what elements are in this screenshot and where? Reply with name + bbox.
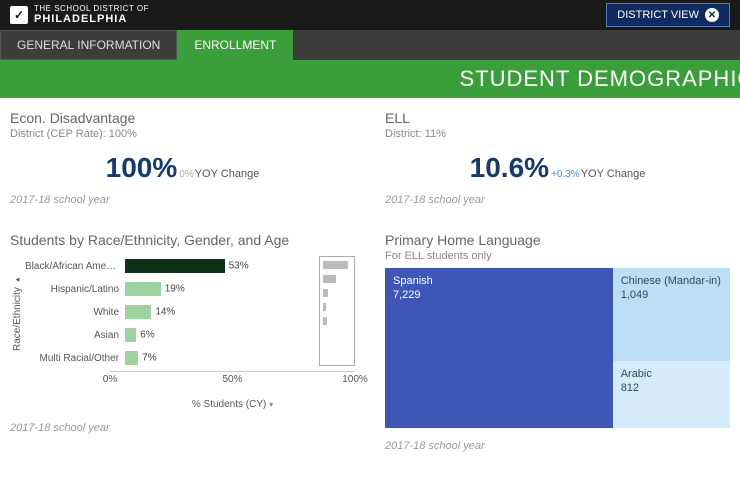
bar-label: Asian — [25, 330, 125, 341]
logo-icon: ✓ — [10, 6, 28, 24]
ell-value: 10.6% — [470, 152, 549, 184]
race-chart-section: Students by Race/Ethnicity, Gender, and … — [10, 232, 355, 434]
race-chart-bars: Black/African Ameri...53%Hispanic/Latino… — [25, 256, 313, 371]
bar-track: 19% — [125, 282, 313, 296]
bar-track: 7% — [125, 351, 313, 365]
ell-title: ELL — [385, 110, 730, 126]
xaxis-tick: 100% — [342, 374, 368, 385]
bar-track: 53% — [125, 259, 313, 273]
ell-year: 2017-18 school year — [385, 194, 730, 206]
race-chart-year: 2017-18 school year — [10, 422, 355, 434]
bar-label: Hispanic/Latino — [25, 284, 125, 295]
xaxis-tick: 50% — [222, 374, 242, 385]
treemap-spanish-label: Spanish — [393, 274, 605, 288]
race-chart-xaxis: 0%50%100% — [110, 371, 355, 385]
bar-value: 7% — [142, 353, 156, 364]
spark-bar — [323, 289, 328, 297]
logo-top-line: THE SCHOOL DISTRICT OF — [34, 5, 149, 14]
logo-main-line: PHILADELPHIA — [34, 13, 149, 25]
bar-row[interactable]: Asian6% — [25, 325, 313, 345]
ell-section: ELL District: 11% 10.6% +0.3% YOY Change… — [385, 110, 730, 206]
right-column: ELL District: 11% 10.6% +0.3% YOY Change… — [385, 110, 730, 452]
treemap-cell-spanish[interactable]: Spanish 7,229 — [385, 268, 613, 428]
bar-row[interactable]: Black/African Ameri...53% — [25, 256, 313, 276]
lang-chart-year: 2017-18 school year — [385, 440, 730, 452]
left-column: Econ. Disadvantage District (CEP Rate): … — [10, 110, 355, 452]
bar-value: 6% — [140, 330, 154, 341]
ell-value-row: 10.6% +0.3% YOY Change — [385, 152, 730, 184]
treemap-arabic-value: 812 — [621, 381, 722, 395]
bar-fill: 53% — [125, 259, 225, 273]
banner-title: STUDENT DEMOGRAPHICS — [459, 66, 740, 92]
lang-treemap[interactable]: Spanish 7,229 Chinese (Mandar-in) 1,049 … — [385, 268, 730, 428]
spark-bar — [323, 275, 336, 283]
lang-chart-section: Primary Home Language For ELL students o… — [385, 232, 730, 452]
top-bar: ✓ THE SCHOOL DISTRICT OF PHILADELPHIA DI… — [0, 0, 740, 30]
bar-row[interactable]: Hispanic/Latino19% — [25, 279, 313, 299]
bar-fill: 19% — [125, 282, 161, 296]
econ-sub: District (CEP Rate): 100% — [10, 128, 355, 140]
econ-section: Econ. Disadvantage District (CEP Rate): … — [10, 110, 355, 206]
bar-value: 53% — [229, 261, 249, 272]
bar-fill: 6% — [125, 328, 136, 342]
bar-fill: 14% — [125, 305, 151, 319]
spark-bar — [323, 317, 327, 325]
race-chart: Race/Ethnicity ▸ Black/African Ameri...5… — [10, 256, 355, 371]
bar-label: Multi Racial/Other — [25, 353, 125, 364]
spark-bar — [323, 303, 326, 311]
econ-value: 100% — [106, 152, 178, 184]
page-banner: STUDENT DEMOGRAPHICS — [0, 60, 740, 98]
bar-value: 19% — [165, 284, 185, 295]
bar-row[interactable]: Multi Racial/Other7% — [25, 348, 313, 368]
bar-fill: 7% — [125, 351, 138, 365]
tab-bar: GENERAL INFORMATION ENROLLMENT — [0, 30, 740, 60]
econ-delta: 0% — [179, 169, 193, 180]
tab-enrollment[interactable]: ENROLLMENT — [177, 30, 293, 60]
bar-label: Black/African Ameri... — [25, 261, 125, 272]
district-view-button[interactable]: DISTRICT VIEW ✕ — [606, 3, 730, 27]
ell-delta: +0.3% — [551, 169, 580, 180]
chevron-down-icon: ▾ — [269, 400, 273, 409]
treemap-chinese-label: Chinese (Mandar-in) — [621, 274, 722, 288]
bar-value: 14% — [155, 307, 175, 318]
treemap-spanish-value: 7,229 — [393, 288, 605, 302]
race-chart-xlabel[interactable]: % Students (CY) ▾ — [110, 399, 355, 410]
xaxis-tick: 0% — [103, 374, 117, 385]
econ-title: Econ. Disadvantage — [10, 110, 355, 126]
chevron-right-icon: ▸ — [13, 276, 22, 285]
econ-yoy-label: YOY Change — [195, 168, 260, 180]
treemap-arabic-label: Arabic — [621, 367, 722, 381]
econ-year: 2017-18 school year — [10, 194, 355, 206]
race-chart-title: Students by Race/Ethnicity, Gender, and … — [10, 232, 355, 248]
logo-text: THE SCHOOL DISTRICT OF PHILADELPHIA — [34, 5, 149, 26]
econ-value-row: 100% 0% YOY Change — [10, 152, 355, 184]
bar-label: White — [25, 307, 125, 318]
ell-sub: District: 11% — [385, 128, 730, 140]
treemap-side: Chinese (Mandar-in) 1,049 Arabic 812 — [613, 268, 730, 428]
treemap-cell-arabic[interactable]: Arabic 812 — [613, 361, 730, 428]
bar-row[interactable]: White14% — [25, 302, 313, 322]
treemap-chinese-value: 1,049 — [621, 288, 722, 302]
race-chart-sparkline — [319, 256, 355, 366]
lang-chart-sub: For ELL students only — [385, 250, 730, 262]
close-icon[interactable]: ✕ — [705, 8, 719, 22]
bar-track: 14% — [125, 305, 313, 319]
spark-bar — [323, 261, 348, 269]
district-view-label: DISTRICT VIEW — [617, 9, 699, 21]
race-chart-ylabel: Race/Ethnicity ▸ — [10, 256, 25, 371]
lang-chart-title: Primary Home Language — [385, 232, 730, 248]
bar-track: 6% — [125, 328, 313, 342]
content: Econ. Disadvantage District (CEP Rate): … — [0, 98, 740, 452]
treemap-cell-chinese[interactable]: Chinese (Mandar-in) 1,049 — [613, 268, 730, 361]
logo: ✓ THE SCHOOL DISTRICT OF PHILADELPHIA — [10, 5, 149, 26]
tab-general-information[interactable]: GENERAL INFORMATION — [0, 30, 177, 60]
ell-yoy-label: YOY Change — [581, 168, 646, 180]
